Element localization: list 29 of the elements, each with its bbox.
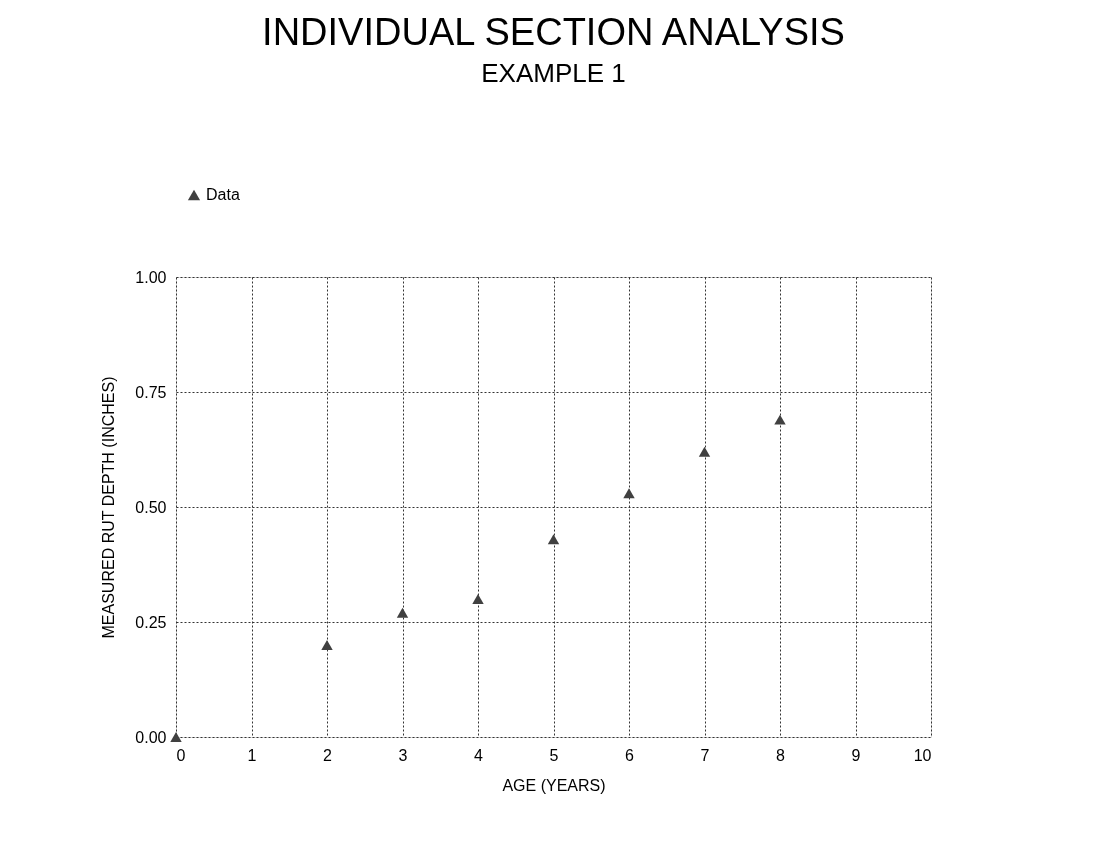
x-tick-label: 1	[247, 746, 257, 764]
point	[623, 488, 635, 499]
chart-title: INDIVIDUAL SECTION ANALYSIS	[262, 11, 845, 53]
point	[698, 446, 711, 457]
x-tick-label: 9	[851, 746, 861, 764]
point	[547, 534, 560, 545]
x-tick-label: 6	[625, 746, 635, 764]
x-tick-label: 0	[176, 746, 186, 764]
point	[321, 640, 333, 650]
point	[396, 607, 409, 618]
x-tick-label: 7	[700, 746, 710, 764]
x-tick-label: 2	[323, 746, 333, 764]
chart-subtitle: EXAMPLE 1	[481, 58, 626, 88]
y-tick-label: 0.75	[135, 383, 167, 401]
legend-label: Data	[206, 186, 240, 203]
x-tick-label: 10	[913, 746, 932, 764]
x-tick-label: 3	[398, 746, 408, 764]
y-tick-label: 0.00	[135, 728, 167, 746]
y-tick-label: 0.50	[135, 498, 167, 516]
point	[774, 414, 786, 425]
point	[170, 732, 182, 742]
y-tick-label: 0.25	[135, 613, 167, 631]
x-tick-label: 8	[776, 746, 786, 764]
point	[472, 594, 484, 604]
y-tick-label: 1.00	[135, 268, 167, 286]
x-axis-title: AGE (YEARS)	[502, 776, 606, 794]
x-tick-label: 4	[474, 746, 484, 764]
y-axis-title: MEASURED RUT DEPTH (INCHES)	[100, 376, 118, 639]
x-tick-label: 5	[549, 746, 559, 764]
